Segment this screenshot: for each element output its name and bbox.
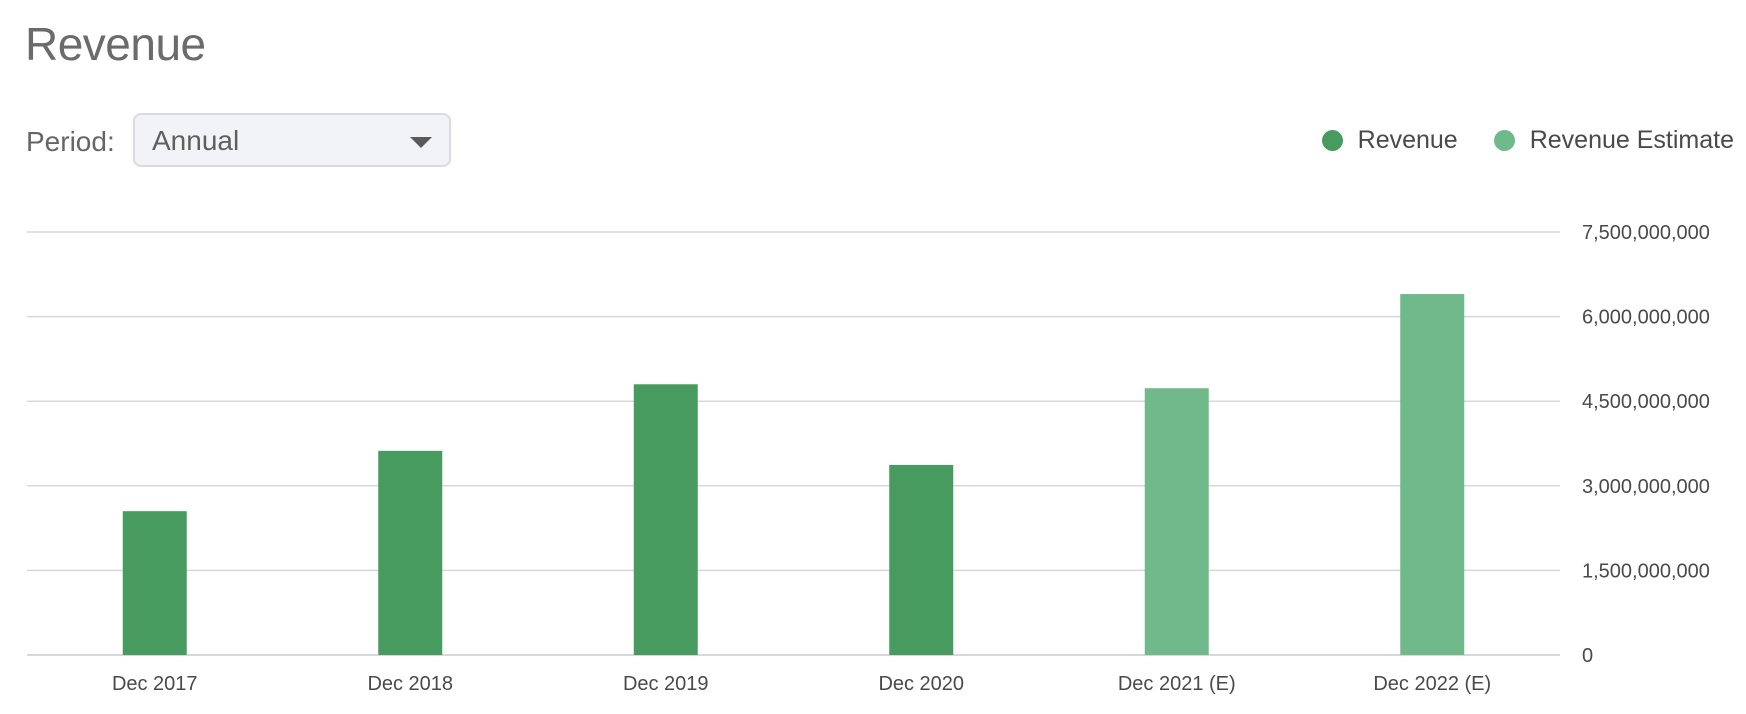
bar-revenue[interactable] [378, 450, 443, 655]
y-tick-label: 3,000,000,000 [1582, 476, 1710, 498]
legend-label-revenue: Revenue [1357, 126, 1458, 154]
x-axis-labels: Dec 2017 Dec 2018 Dec 2019 Dec 2020 Dec 2021… [112, 673, 1491, 695]
x-tick-label: Dec 2019 [623, 673, 709, 695]
y-tick-label: 1,500,000,000 [1582, 560, 1710, 582]
bar-revenue[interactable] [889, 464, 954, 655]
legend-dot-revenue-estimate [1493, 129, 1515, 151]
y-tick-label: 7,500,000,000 [1582, 222, 1710, 244]
bar-revenue[interactable] [122, 511, 187, 655]
bar-revenue-estimate[interactable] [1144, 388, 1209, 655]
period-label: Period: [26, 126, 115, 157]
x-tick-label: Dec 2021 (E) [1118, 673, 1236, 695]
y-tick-label: 4,500,000,000 [1582, 391, 1710, 413]
chevron-down-icon [410, 137, 432, 148]
x-tick-label: Dec 2017 [112, 673, 198, 695]
legend-dot-revenue [1321, 129, 1343, 151]
bar-revenue[interactable] [633, 384, 698, 655]
bars [122, 294, 1465, 655]
period-dropdown[interactable]: Annual [133, 113, 451, 167]
period-selected-value: Annual [152, 125, 240, 156]
y-tick-label: 0 [1582, 645, 1593, 667]
x-tick-label: Dec 2018 [367, 673, 453, 695]
legend-item-revenue[interactable]: Revenue [1321, 124, 1458, 156]
chart-legend: Revenue Revenue Estimate [1321, 124, 1734, 156]
page-title: Revenue [25, 18, 206, 70]
x-tick-label: Dec 2022 (E) [1373, 673, 1491, 695]
y-axis-labels: 0 1,500,000,000 3,000,000,000 4,500,000,000… [1582, 222, 1710, 667]
bar-revenue-estimate[interactable] [1400, 294, 1465, 655]
y-tick-label: 6,000,000,000 [1582, 307, 1710, 329]
grid-lines [27, 231, 1560, 656]
legend-item-revenue-estimate[interactable]: Revenue Estimate [1493, 124, 1734, 156]
x-tick-label: Dec 2020 [878, 673, 964, 695]
legend-label-revenue-estimate: Revenue Estimate [1529, 126, 1734, 154]
